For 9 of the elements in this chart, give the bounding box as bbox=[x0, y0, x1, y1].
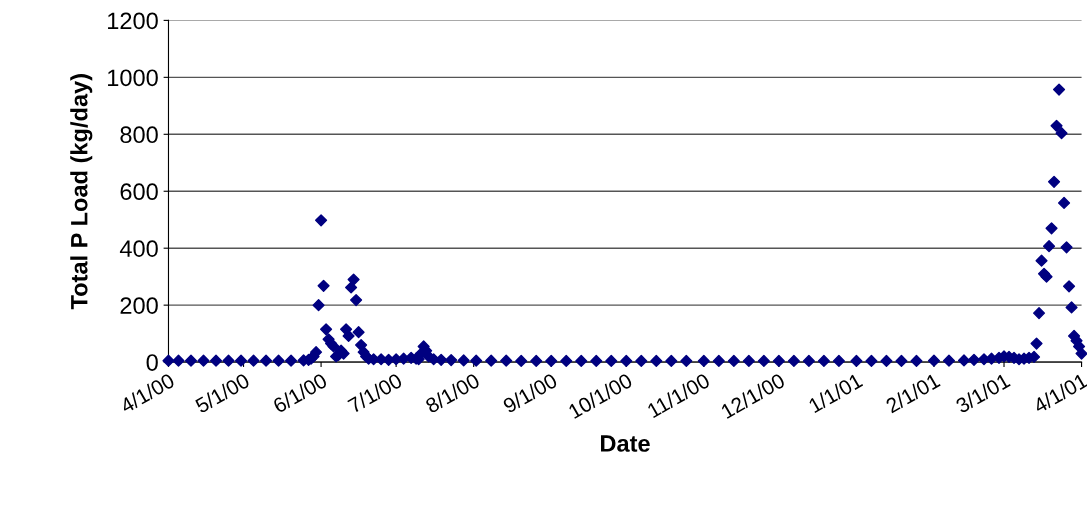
y-tick-label: 800 bbox=[120, 126, 158, 144]
y-tick-label: 600 bbox=[120, 183, 158, 201]
x-axis-title: Date bbox=[601, 435, 650, 452]
y-axis-title: Total P Load (kg/day) bbox=[70, 74, 93, 310]
y-tick-label: 0 bbox=[146, 354, 158, 371]
y-tick-label: 200 bbox=[120, 297, 158, 314]
y-tick-label: 400 bbox=[119, 240, 158, 257]
y-tick-label: 1200 bbox=[108, 12, 158, 30]
y-tick-label: 1000 bbox=[108, 69, 158, 87]
